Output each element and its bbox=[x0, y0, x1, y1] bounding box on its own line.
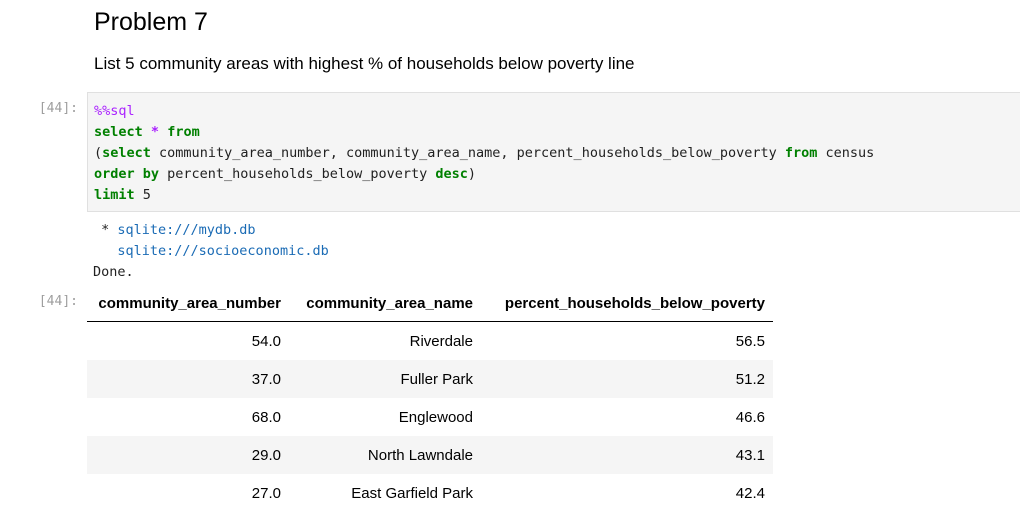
table-cell: Englewood bbox=[289, 398, 481, 436]
code-keyword: desc bbox=[435, 166, 468, 182]
column-header: community_area_number bbox=[87, 285, 289, 322]
sql-magic: %%sql bbox=[94, 103, 135, 119]
conn-indent bbox=[93, 243, 117, 259]
code-keyword: order by bbox=[94, 166, 160, 182]
table-row: 27.0 East Garfield Park 42.4 bbox=[87, 474, 773, 512]
code-limit-value: 5 bbox=[134, 187, 151, 203]
table-cell: Riverdale bbox=[289, 321, 481, 360]
table-cell: 46.6 bbox=[481, 398, 773, 436]
done-message: Done. bbox=[93, 264, 134, 280]
table-header-row: community_area_number community_area_nam… bbox=[87, 285, 773, 322]
table-row: 68.0 Englewood 46.6 bbox=[87, 398, 773, 436]
connection-string: sqlite:///socioeconomic.db bbox=[117, 243, 329, 259]
conn-marker: * bbox=[93, 222, 118, 238]
markdown-description: List 5 community areas with highest % of… bbox=[94, 54, 635, 73]
code-order-column: percent_households_below_poverty bbox=[159, 166, 436, 182]
code-table-name: census bbox=[817, 145, 875, 161]
code-keyword: select bbox=[94, 124, 143, 140]
table-cell: 54.0 bbox=[87, 321, 289, 360]
table-row: 54.0 Riverdale 56.5 bbox=[87, 321, 773, 360]
code-keyword: select bbox=[102, 145, 151, 161]
table-cell: 51.2 bbox=[481, 360, 773, 398]
table-cell: East Garfield Park bbox=[289, 474, 481, 512]
table-cell: 43.1 bbox=[481, 436, 773, 474]
table-cell: North Lawndale bbox=[289, 436, 481, 474]
table-cell: Fuller Park bbox=[289, 360, 481, 398]
code-operator: * bbox=[150, 124, 160, 140]
table-cell: 42.4 bbox=[481, 474, 773, 512]
cell-stdout: * sqlite:///mydb.db sqlite:///socioecono… bbox=[93, 220, 329, 283]
table-cell: 56.5 bbox=[481, 321, 773, 360]
code-keyword: from bbox=[784, 145, 818, 161]
table-row: 37.0 Fuller Park 51.2 bbox=[87, 360, 773, 398]
column-header: community_area_name bbox=[289, 285, 481, 322]
table-cell: 68.0 bbox=[87, 398, 289, 436]
table-row: 29.0 North Lawndale 43.1 bbox=[87, 436, 773, 474]
column-header: percent_households_below_poverty bbox=[481, 285, 773, 322]
code-paren: ) bbox=[467, 166, 477, 182]
code-columns: community_area_number, community_area_na… bbox=[150, 145, 785, 161]
input-prompt: [44]: bbox=[38, 101, 78, 116]
code-keyword: from bbox=[167, 124, 200, 140]
table-cell: 29.0 bbox=[87, 436, 289, 474]
code-keyword: limit bbox=[94, 187, 135, 203]
code-paren: ( bbox=[94, 145, 103, 161]
code-cell-editor[interactable]: %%sql select * from (select community_ar… bbox=[87, 92, 1020, 212]
table-cell: 37.0 bbox=[87, 360, 289, 398]
output-prompt: [44]: bbox=[38, 294, 78, 309]
result-table: community_area_number community_area_nam… bbox=[87, 285, 773, 512]
connection-string: sqlite:///mydb.db bbox=[117, 222, 256, 238]
markdown-heading: Problem 7 bbox=[94, 8, 208, 36]
table-cell: 27.0 bbox=[87, 474, 289, 512]
